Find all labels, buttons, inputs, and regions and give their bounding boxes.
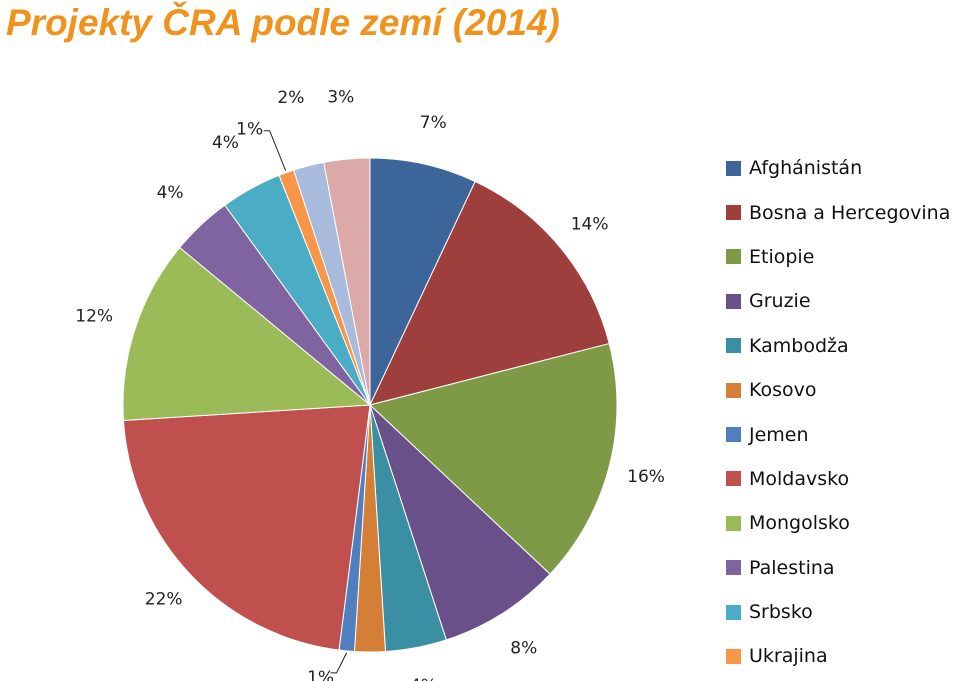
pie-slice <box>368 342 618 575</box>
legend-label: Jemen <box>749 423 809 446</box>
legend-item: Jemen <box>726 412 950 456</box>
legend-item: Gruzie <box>726 279 950 323</box>
legend-item: Moldavsko <box>726 457 950 501</box>
legend-label: Srbsko <box>749 601 813 624</box>
data-label: 16% <box>627 467 665 487</box>
legend-item: Afghánistán <box>726 146 950 190</box>
legend-swatch <box>726 604 741 620</box>
legend-swatch <box>726 293 741 309</box>
data-label: 4% <box>212 133 239 153</box>
legend-swatch <box>726 205 741 221</box>
legend-label: Gruzie <box>749 290 811 313</box>
legend-item: Palestina <box>726 546 950 590</box>
legend-label: Kosovo <box>749 379 817 402</box>
legend-label: Mongolsko <box>749 512 850 535</box>
legend-item: Ukrajina <box>726 634 950 678</box>
data-label: 1% <box>236 120 263 140</box>
legend-swatch <box>726 648 741 664</box>
data-label: 12% <box>75 306 113 326</box>
legend-item: Kosovo <box>726 368 950 412</box>
legend-item: Srbsko <box>726 590 950 634</box>
legend-item: Kambodža <box>726 324 950 368</box>
pie-slice <box>369 180 610 406</box>
legend-swatch <box>726 560 741 576</box>
legend-swatch <box>726 382 741 398</box>
legend-swatch <box>726 338 741 354</box>
pie-slice <box>122 246 372 422</box>
legend-label: Bosna a Hercegovina <box>749 201 951 224</box>
pie-slice <box>369 404 551 641</box>
legend-item: Mongolsko <box>726 501 950 545</box>
data-label: 8% <box>510 638 537 658</box>
page-title: Projekty ČRA podle zemí (2014) <box>6 2 560 43</box>
data-label: 4% <box>410 676 437 681</box>
legend-item: Bosna a Hercegovina <box>726 190 950 234</box>
pie-slice <box>369 157 476 406</box>
data-label: 2% <box>277 88 304 108</box>
data-label: 22% <box>145 590 183 610</box>
legend-swatch <box>726 515 741 531</box>
legend-swatch <box>726 471 741 487</box>
legend-label: Palestina <box>749 556 835 579</box>
data-label: 3% <box>327 87 354 107</box>
legend-swatch <box>726 249 741 265</box>
data-label: 7% <box>420 113 447 133</box>
legend-label: Etiopie <box>749 245 815 268</box>
chart-legend: Afghánistán Bosna a Hercegovina Etiopie Gru… <box>726 146 950 679</box>
pie-slice <box>323 157 371 406</box>
leader-line <box>330 652 348 674</box>
legend-item: Etiopie <box>726 235 950 279</box>
legend-swatch <box>726 427 741 443</box>
legend-label: Moldavsko <box>749 467 850 490</box>
leader-line <box>263 130 287 171</box>
legend-label: Afghánistán <box>749 157 863 180</box>
legend-label: Kambodža <box>749 334 849 357</box>
data-label: 14% <box>571 214 609 234</box>
legend-swatch <box>726 160 741 176</box>
data-label: 1% <box>307 668 334 681</box>
pie-slice <box>122 404 371 651</box>
data-label: 4% <box>157 183 184 203</box>
legend-label: Ukrajina <box>749 645 828 668</box>
